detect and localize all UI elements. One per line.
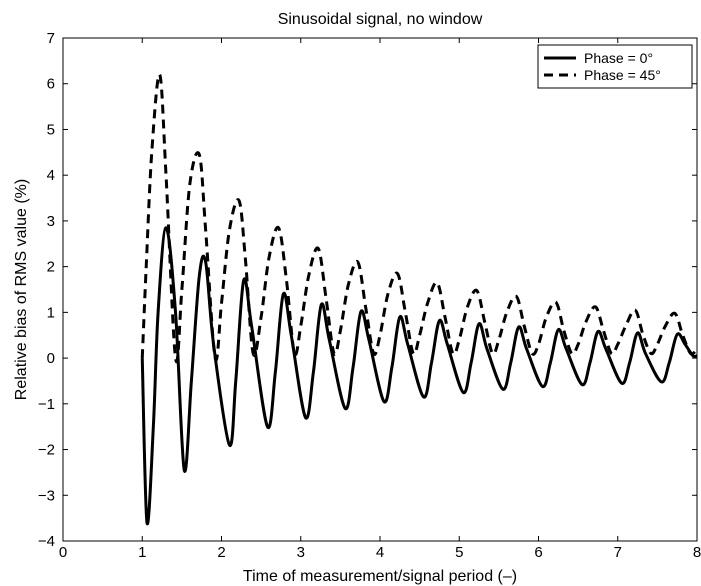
x-axis-label: Time of measurement/signal period (–) [243,568,517,585]
series-group [140,73,699,526]
y-tick-label: 0 [47,350,55,367]
x-tick-label: 2 [217,544,225,561]
legend-label-phase-45: Phase = 45° [584,67,661,83]
labels: 0 1 2 3 4 5 6 7 8 −4 −3 −2 −1 0 1 2 3 4 5 6 7 Sinusoidal sign… [13,11,701,585]
x-tick-label: 3 [297,544,305,561]
y-tick-label: 5 [47,121,55,138]
y-tick-label: 4 [47,167,55,184]
y-tick-label: 6 [47,76,55,93]
x-tick-label: 1 [138,544,146,561]
series-line-phase-45 [140,73,699,363]
legend: Phase = 0°Phase = 45° [537,44,693,89]
plot-frame [62,37,698,542]
x-tick-label: 6 [534,544,542,561]
legend-box [537,44,693,89]
x-tick-label: 8 [693,544,701,561]
x-tick-label: 5 [455,544,463,561]
y-tick-label: −3 [38,487,55,504]
series-line-phase-0 [140,226,698,526]
x-tick-label: 4 [376,544,384,561]
y-tick-label: −4 [38,533,55,550]
legend-label-phase-0: Phase = 0° [584,50,653,66]
y-tick-label: 2 [47,259,55,276]
y-tick-label: 1 [47,304,55,321]
y-axis-label: Relative bias of RMS value (%) [13,179,30,400]
y-tick-label: −2 [38,442,55,459]
y-tick-label: 3 [47,213,55,230]
x-tick-label: 0 [59,544,67,561]
chart-title: Sinusoidal signal, no window [278,11,483,28]
y-tick-label: −1 [38,396,55,413]
axes [62,37,698,542]
y-tick-label: 7 [47,30,55,47]
x-tick-label: 7 [614,544,622,561]
